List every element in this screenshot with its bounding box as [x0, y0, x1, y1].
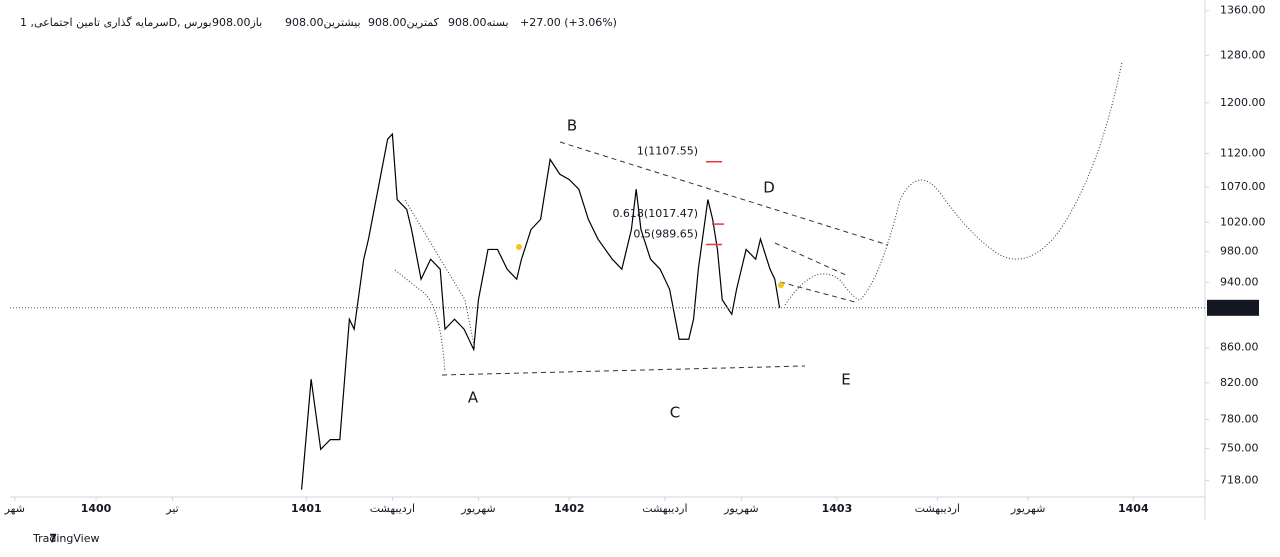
x-tick-label: شهر — [4, 502, 25, 515]
symbol-title: سرمایه گذاری تامین اجتماعی, 1D, بورس — [20, 16, 212, 29]
y-tick-label: 1200.00 — [1220, 96, 1266, 109]
change-label: +27.00 (+3.06%) — [520, 16, 617, 29]
y-tick-label: 1070.00 — [1220, 180, 1266, 193]
y-tick-label: 820.00 — [1220, 376, 1259, 389]
y-tick-label: 780.00 — [1220, 413, 1259, 426]
x-tick-label: شهریور — [460, 502, 495, 515]
wave-label: A — [468, 389, 479, 407]
wave-label: D — [763, 179, 775, 197]
x-tick-label: 1404 — [1118, 502, 1149, 515]
x-tick-label: 1401 — [291, 502, 322, 515]
projection — [394, 61, 1123, 373]
last-price-box — [1207, 299, 1259, 316]
x-tick-label: 1400 — [81, 502, 112, 515]
ohlc-label: بسته908.00 — [448, 16, 509, 29]
x-tick-label: 1403 — [822, 502, 853, 515]
wave-label: C — [670, 404, 680, 422]
x-tick-label: تیر — [165, 502, 178, 515]
x-tick-label: اردیبهشت — [915, 502, 960, 515]
fib-label: 1(1107.55) — [637, 145, 698, 158]
trend-line — [559, 141, 889, 246]
wave-label: E — [841, 371, 850, 389]
ohlc-label: کمترین908.00 — [368, 16, 440, 29]
trend-lines — [441, 141, 889, 376]
projection-line — [404, 199, 476, 351]
y-tick-label: 1360.00 — [1220, 4, 1266, 17]
ohlc-label: بیشترین908.00 — [285, 16, 361, 29]
trend-line — [441, 365, 806, 376]
last-price-label: 908.00 — [1212, 301, 1255, 314]
y-tick-label: 860.00 — [1220, 341, 1259, 354]
watermark: 𝟕 — [50, 532, 57, 545]
watermark-text: TradingView — [32, 532, 99, 545]
y-tick-label: 940.00 — [1220, 275, 1259, 288]
y-tick-label: 1120.00 — [1220, 146, 1266, 159]
x-tick-label: اردیبهشت — [642, 502, 687, 515]
ohlc-label: باز908.00 — [212, 16, 262, 29]
marker-dot — [778, 282, 784, 288]
x-tick-label: شهریور — [723, 502, 758, 515]
x-tick-label: 1402 — [554, 502, 585, 515]
y-tick-label: 980.00 — [1220, 245, 1259, 258]
x-tick-label: شهریور — [1010, 502, 1045, 515]
marker-dot — [516, 244, 522, 250]
fib-label: 0.618(1017.47) — [612, 207, 698, 220]
y-tick-label: 750.00 — [1220, 441, 1259, 454]
wave-label: B — [567, 117, 577, 135]
y-tick-label: 718.00 — [1220, 473, 1259, 486]
x-tick-label: اردیبهشت — [370, 502, 415, 515]
fib-label: 0.5(989.65) — [633, 227, 698, 240]
y-tick-label: 1020.00 — [1220, 215, 1266, 228]
trend-line — [779, 281, 856, 303]
trend-line — [774, 242, 849, 277]
header: سرمایه گذاری تامین اجتماعی, 1D, بورس باز… — [20, 16, 617, 29]
y-tick-label: 1280.00 — [1220, 48, 1266, 61]
